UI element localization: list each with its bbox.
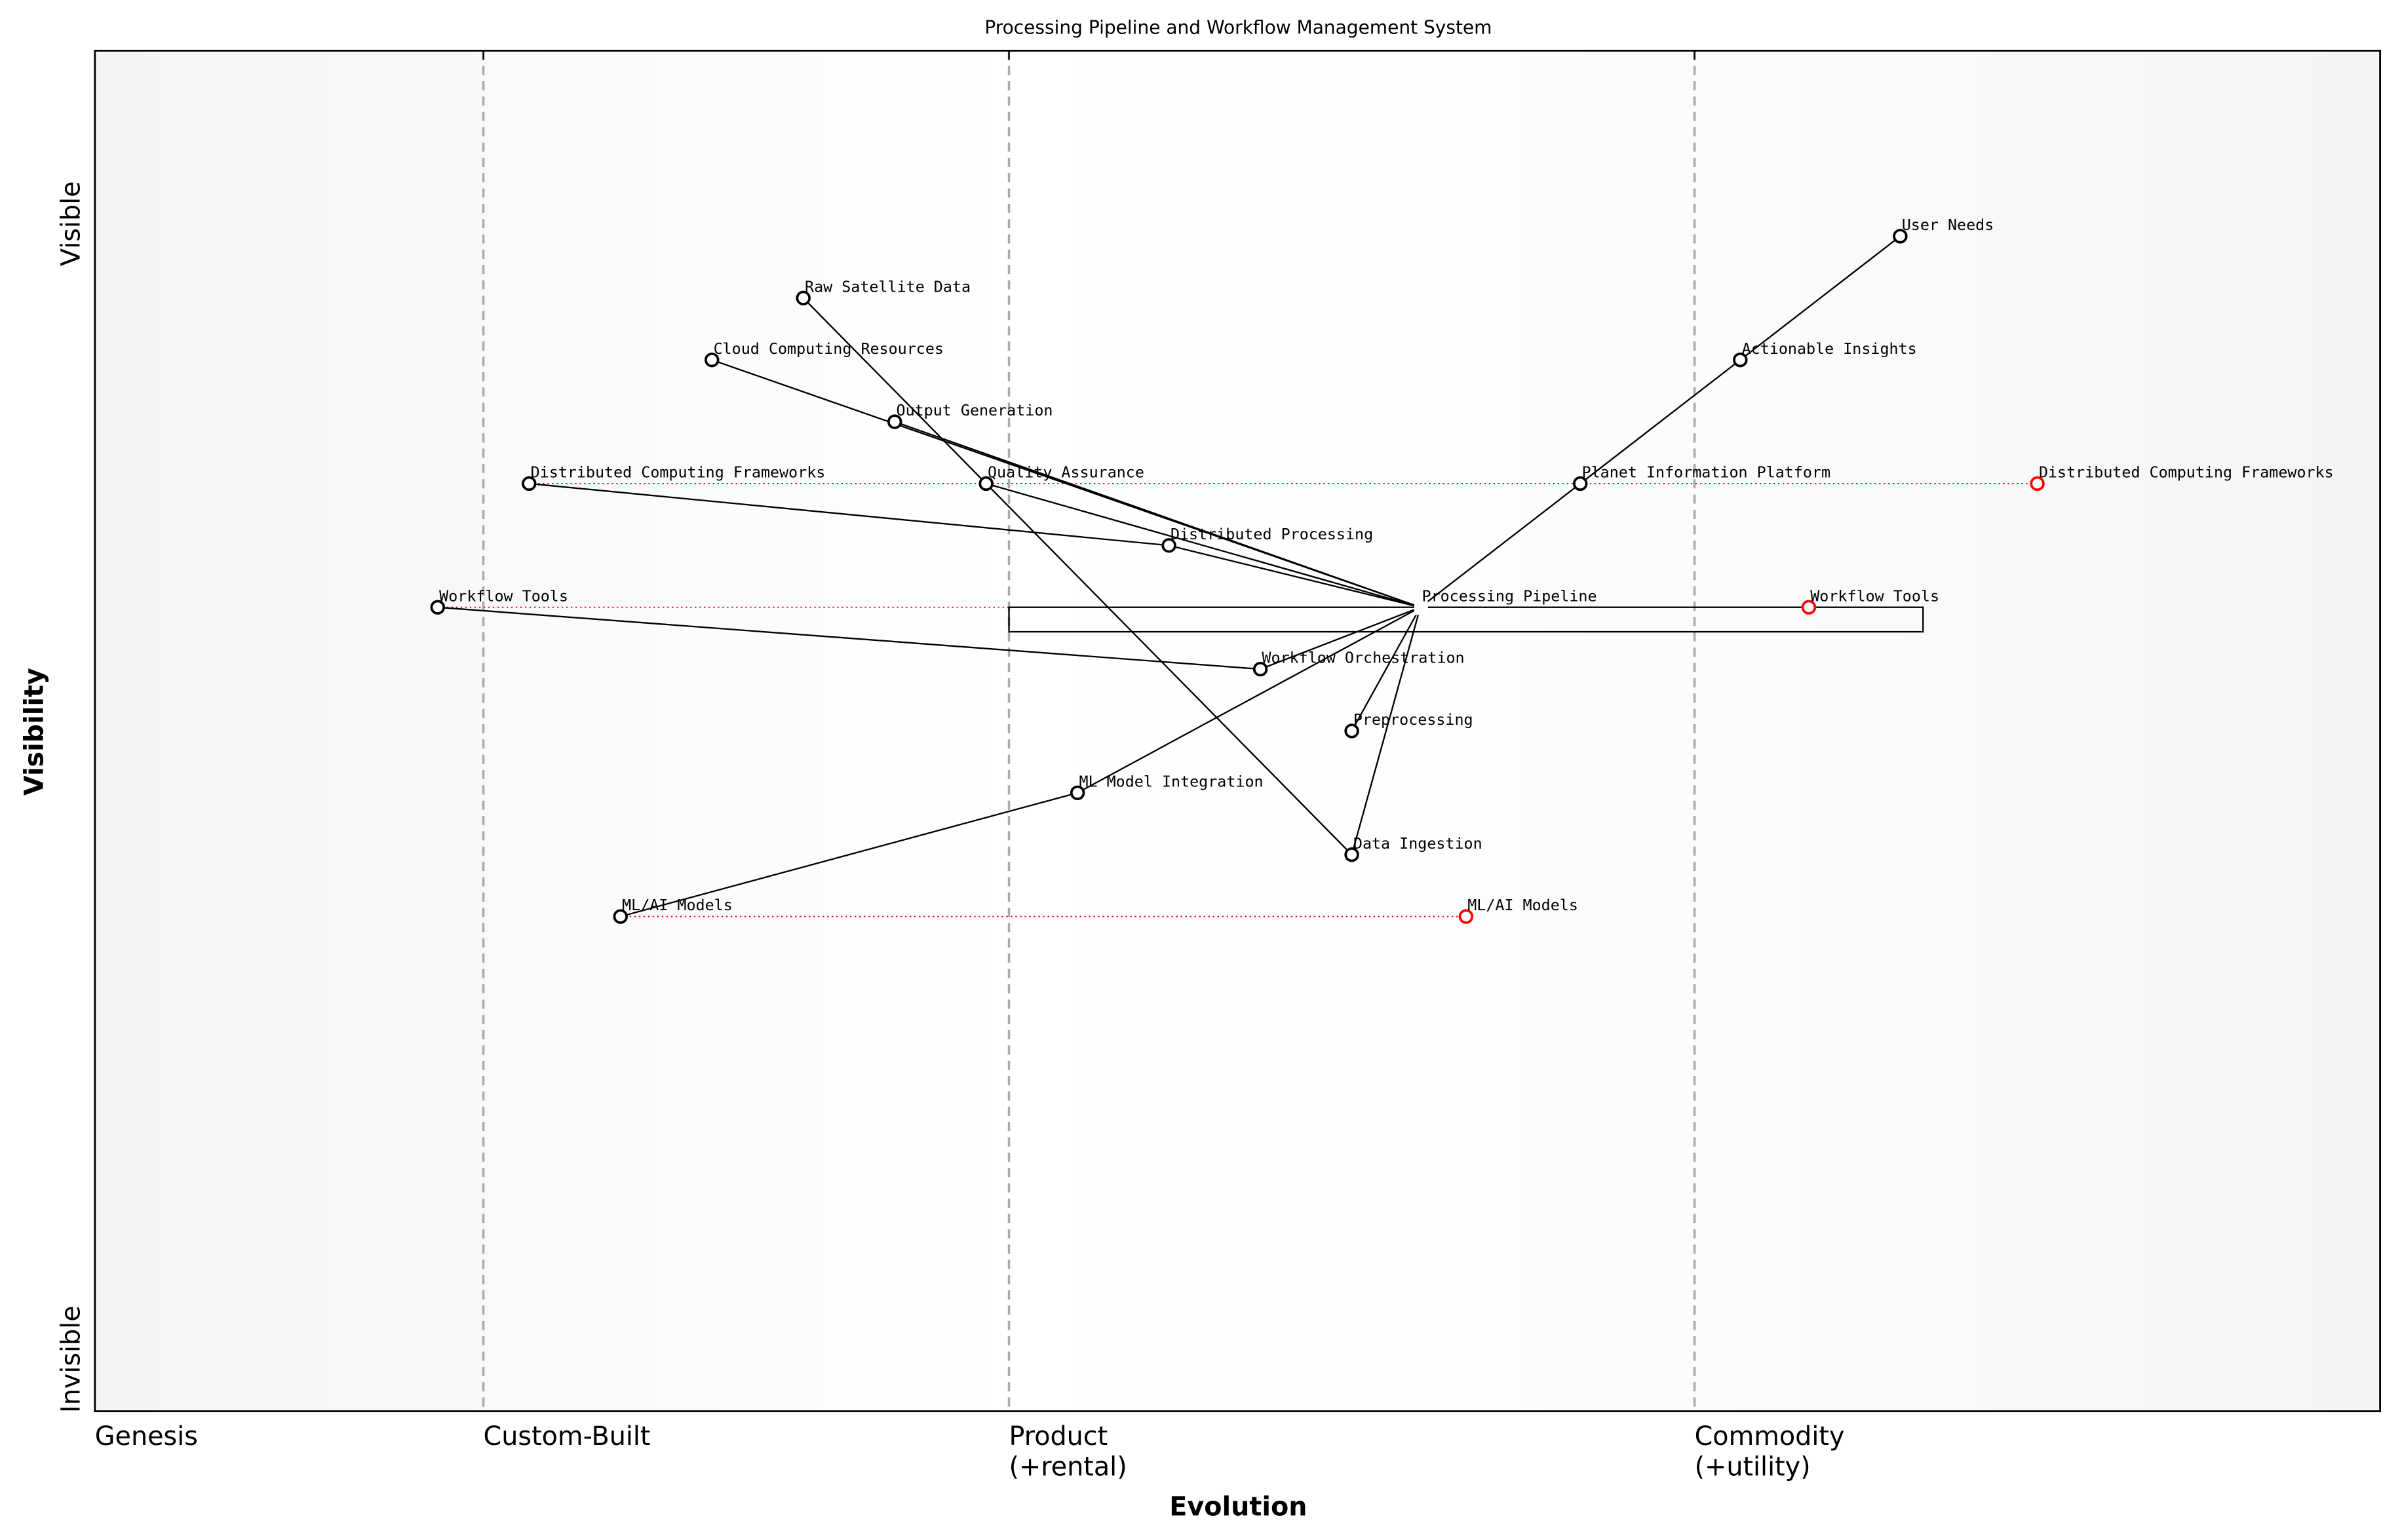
stage-label: Commodity (+utility) — [1695, 1421, 1845, 1482]
y-top-label: Visible — [56, 181, 86, 266]
component-label: Workflow Orchestration — [1262, 649, 1464, 667]
component-marker[interactable] — [887, 414, 902, 429]
dependency-link — [1169, 545, 1421, 608]
component-marker[interactable] — [705, 352, 720, 368]
dependency-link — [894, 421, 1421, 608]
component-label: Actionable Insights — [1742, 339, 1917, 358]
component-marker[interactable] — [1161, 538, 1176, 553]
stage-label: Custom-Built — [484, 1421, 651, 1452]
plot-frame — [94, 49, 2382, 1412]
dependency-link — [1420, 483, 1581, 608]
dependency-link — [802, 298, 1353, 856]
evolved-component-label: Distributed Computing Frameworks — [2039, 463, 2334, 482]
component-marker[interactable] — [978, 476, 994, 491]
component-marker[interactable] — [1893, 229, 1908, 244]
dependency-link — [986, 482, 1421, 608]
component-label: User Needs — [1902, 216, 1994, 234]
component-marker[interactable] — [1733, 352, 1748, 368]
component-label: ML Model Integration — [1079, 772, 1263, 790]
component-label: Raw Satellite Data — [805, 277, 971, 296]
x-axis-label: Evolution — [1169, 1492, 1307, 1522]
y-bottom-label: Invisible — [56, 1305, 86, 1413]
component-marker[interactable] — [430, 600, 446, 615]
component-label: Quality Assurance — [988, 463, 1144, 482]
dependency-link — [1351, 607, 1422, 732]
pipeline-box — [1008, 606, 1924, 633]
dependency-link — [1579, 359, 1741, 484]
component-marker[interactable] — [1344, 847, 1359, 862]
component-label: Distributed Computing Frameworks — [531, 463, 826, 482]
component-label: Output Generation — [897, 401, 1053, 419]
stage-label: Product (+rental) — [1009, 1421, 1127, 1482]
evolved-component-label: ML/AI Models — [1467, 896, 1578, 914]
plot-background — [94, 50, 2380, 1412]
dependency-link — [437, 606, 1261, 670]
component-label: Planet Information Platform — [1582, 463, 1830, 482]
component-label: Preprocessing — [1353, 710, 1473, 729]
dependency-link — [1739, 235, 1901, 361]
component-label: Data Ingestion — [1353, 834, 1482, 853]
component-label: Cloud Computing Resources — [714, 339, 944, 358]
component-label: Processing Pipeline — [1422, 587, 1597, 605]
evolved-component-marker[interactable] — [1801, 600, 1817, 615]
chart-title: Processing Pipeline and Workflow Managem… — [984, 17, 1492, 39]
component-marker[interactable] — [1344, 723, 1359, 739]
component-marker[interactable] — [1252, 661, 1268, 677]
component-marker[interactable] — [613, 909, 628, 924]
dependency-link — [620, 792, 1078, 917]
stage-label: Genesis — [95, 1421, 198, 1452]
component-marker[interactable] — [1573, 476, 1588, 491]
component-label: ML/AI Models — [622, 896, 733, 914]
dependency-link — [1077, 606, 1421, 794]
evolved-component-marker[interactable] — [1458, 909, 1474, 924]
dependency-link — [529, 482, 1169, 547]
component-label: Distributed Processing — [1171, 525, 1373, 543]
y-axis-label: Visibility — [19, 668, 49, 796]
component-marker[interactable] — [522, 476, 537, 491]
pipeline-anchor — [1414, 601, 1428, 615]
component-label: Workflow Tools — [439, 587, 568, 605]
evolved-component-label: Workflow Tools — [1810, 587, 1939, 605]
dependency-link — [1351, 607, 1422, 855]
component-marker[interactable] — [796, 290, 811, 306]
dependency-link — [1260, 606, 1421, 670]
evolved-component-marker[interactable] — [2030, 476, 2045, 491]
component-marker[interactable] — [1070, 785, 1085, 801]
